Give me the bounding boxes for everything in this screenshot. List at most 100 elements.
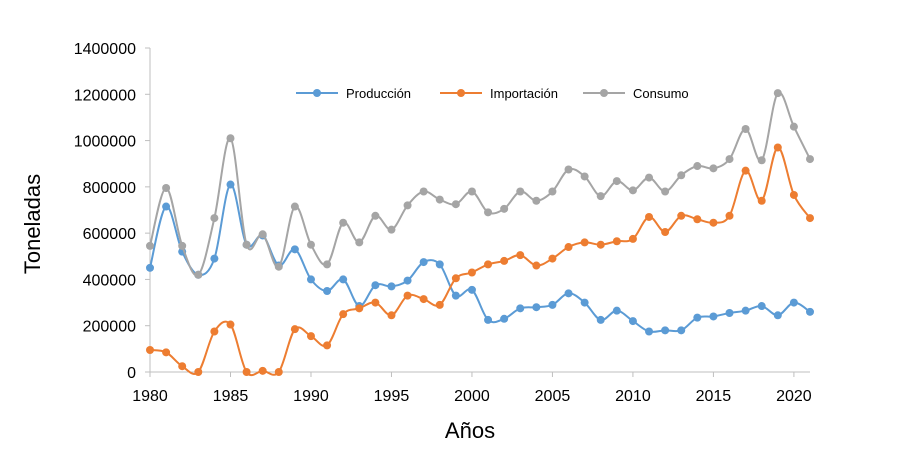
data-point-importacion [645,212,654,221]
data-point-consumo [725,155,734,164]
data-point-consumo [194,270,203,279]
data-point-consumo [773,89,782,98]
data-point-importacion [580,238,589,247]
data-point-produccion [226,180,235,189]
data-point-produccion [387,282,396,291]
y-tick-label: 1400000 [74,41,136,58]
series-importacion [146,143,814,377]
data-point-consumo [806,155,814,164]
data-point-consumo [693,162,702,171]
data-point-produccion [323,287,332,295]
data-point-produccion [146,263,154,272]
data-point-importacion [146,346,154,355]
data-point-importacion [323,341,332,350]
series-line-produccion [149,183,811,333]
data-point-consumo [596,192,605,201]
data-point-importacion [532,261,541,270]
data-point-importacion [596,240,605,249]
legend-swatch-marker [313,89,321,97]
x-tick-label: 1980 [132,388,168,405]
data-point-produccion [725,308,734,317]
data-point-consumo [516,187,525,196]
legend-swatch-marker [600,89,608,97]
data-point-produccion [290,245,299,254]
y-tick-label: 1200000 [74,87,136,104]
data-point-importacion [693,215,702,224]
data-point-importacion [451,274,460,283]
data-point-consumo [500,204,509,213]
data-point-importacion [162,348,171,357]
x-tick-label: 1995 [374,388,410,405]
legend-label: Producción [346,86,411,101]
data-point-consumo [467,187,476,196]
data-point-consumo [564,165,573,174]
data-point-importacion [516,251,525,260]
x-tick-label: 2000 [454,388,490,405]
data-point-importacion [773,143,782,152]
data-point-produccion [661,326,670,335]
data-point-consumo [532,196,541,205]
data-point-importacion [757,196,766,205]
data-point-importacion [210,327,219,336]
y-tick-label: 800000 [83,180,136,197]
data-point-produccion [371,281,380,290]
series-consumo [146,89,814,279]
data-point-importacion [789,190,798,199]
legend-label: Consumo [633,86,689,101]
legend-item-importacion: Importación [440,86,558,101]
data-point-consumo [661,187,670,196]
data-point-importacion [435,300,444,309]
x-tick-label: 2020 [776,388,812,405]
y-axis-title: Toneladas [20,174,45,274]
legend: Producción Importación Consumo [296,86,689,101]
data-point-importacion [290,325,299,334]
data-point-consumo [548,187,557,196]
y-tick-label: 400000 [83,272,136,289]
data-point-consumo [435,195,444,204]
data-point-importacion [339,310,348,319]
data-point-produccion [612,306,621,315]
data-point-importacion [612,237,621,246]
data-point-consumo [403,201,412,210]
data-point-consumo [210,214,219,223]
data-point-importacion [403,291,412,300]
data-point-consumo [178,241,187,250]
data-point-produccion [806,307,814,316]
series-layer [146,89,814,377]
data-point-consumo [387,225,396,234]
x-ticks: 1980 1985 1990 1995 2000 2005 2010 2015 2020 [132,372,812,405]
data-point-produccion [451,291,460,300]
data-point-consumo [451,200,460,209]
y-tick-label: 0 [127,365,136,382]
legend-item-produccion: Producción [296,86,411,101]
series-produccion [146,180,814,336]
data-point-importacion [371,298,380,307]
axes [149,48,810,373]
data-point-consumo [306,240,315,249]
data-point-consumo [709,164,718,173]
data-point-consumo [741,125,750,133]
data-point-produccion [596,315,605,324]
y-tick-label: 1000000 [74,134,136,151]
data-point-importacion [419,295,428,304]
data-point-importacion [677,211,686,220]
legend-item-consumo: Consumo [583,86,689,101]
x-tick-label: 1990 [293,388,329,405]
data-point-consumo [645,173,654,182]
data-point-consumo [323,260,332,269]
data-point-importacion [258,366,267,375]
data-point-produccion [757,302,766,311]
data-point-importacion [355,304,364,313]
data-point-produccion [628,317,637,326]
data-point-consumo [258,230,267,239]
data-point-importacion [725,211,734,220]
data-point-importacion [628,234,637,243]
data-point-importacion [484,260,493,269]
data-point-importacion [178,362,187,371]
data-point-consumo [355,238,364,247]
data-point-produccion [403,276,412,285]
data-point-consumo [290,202,299,211]
data-point-produccion [773,311,782,320]
data-point-consumo [371,211,380,220]
